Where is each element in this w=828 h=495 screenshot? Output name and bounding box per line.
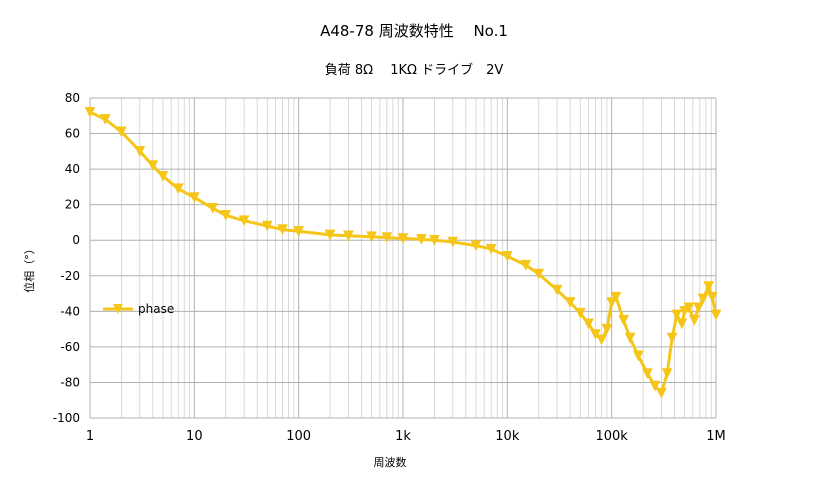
- x-axis-label: 周波数: [374, 456, 407, 469]
- y-tick-label: -20: [60, 269, 80, 283]
- y-tick-label: 60: [65, 127, 80, 141]
- data-point: [147, 160, 159, 172]
- data-point: [134, 146, 146, 157]
- data-point: [485, 243, 497, 255]
- data-point: [324, 229, 336, 241]
- minor-gridlines: [121, 98, 712, 418]
- data-point: [564, 297, 576, 309]
- data-point: [238, 215, 250, 227]
- y-tick-label: 80: [65, 91, 80, 105]
- data-point: [618, 314, 629, 326]
- data-point: [520, 259, 532, 271]
- y-tick-label: -100: [53, 411, 80, 425]
- data-point: [693, 302, 704, 314]
- data-point: [683, 302, 695, 314]
- y-tick-label: -40: [60, 304, 80, 318]
- chart-subtitle: 負荷 8Ω 1KΩ ドライブ 2V: [325, 62, 504, 78]
- data-point: [583, 318, 594, 330]
- legend: phase: [103, 302, 174, 316]
- y-axis-tick-labels: 80 60 40 20 0 -20 -40 -60 -80 -100: [53, 91, 80, 425]
- data-point: [703, 281, 715, 293]
- data-point: [632, 350, 644, 362]
- major-gridlines: [89, 97, 717, 419]
- data-point: [671, 309, 683, 321]
- data-point: [99, 114, 111, 125]
- y-tick-label: -80: [60, 375, 80, 389]
- data-point: [207, 202, 219, 214]
- data-point: [533, 268, 545, 280]
- x-tick-label: 100: [286, 429, 311, 444]
- y-tick-label: -60: [60, 340, 80, 354]
- y-tick-label: 40: [65, 162, 80, 176]
- data-point: [501, 250, 513, 262]
- x-axis-tick-labels: 1 10 100 1k 10k 100k 1M: [86, 429, 726, 444]
- data-point: [429, 234, 440, 246]
- data-point: [261, 220, 273, 232]
- data-point: [676, 318, 688, 330]
- data-point: [366, 231, 377, 243]
- data-point: [84, 106, 96, 118]
- legend-label: phase: [138, 302, 174, 316]
- data-point: [574, 307, 586, 319]
- y-axis-label: 位相（°）: [22, 243, 36, 293]
- data-point: [381, 232, 393, 244]
- data-point: [606, 297, 618, 309]
- data-point: [293, 226, 305, 237]
- data-point: [447, 236, 459, 248]
- x-tick-label: 10k: [495, 429, 520, 444]
- data-point: [656, 387, 667, 399]
- legend-marker: [113, 304, 123, 314]
- data-point: [649, 380, 661, 392]
- data-point: [697, 293, 709, 305]
- data-point: [188, 192, 200, 204]
- data-point: [551, 284, 563, 296]
- data-point: [596, 334, 607, 346]
- data-point: [157, 170, 169, 182]
- data-point: [470, 240, 482, 252]
- data-point: [624, 332, 636, 344]
- x-tick-label: 1M: [706, 429, 726, 444]
- data-point: [666, 332, 678, 344]
- data-point: [277, 224, 288, 236]
- y-tick-label: 20: [65, 198, 80, 212]
- x-tick-label: 1: [86, 429, 94, 444]
- data-point: [661, 368, 673, 380]
- x-tick-label: 1k: [395, 429, 411, 444]
- data-point: [220, 210, 232, 221]
- data-point: [688, 314, 700, 326]
- data-point: [397, 233, 409, 245]
- y-tick-label: 0: [72, 233, 80, 247]
- data-point: [601, 323, 613, 335]
- data-point: [641, 368, 653, 380]
- chart-title: A48-78 周波数特性 No.1: [320, 22, 508, 40]
- data-point: [172, 183, 184, 195]
- data-point: [116, 126, 127, 138]
- data-point: [610, 291, 622, 303]
- data-point: [710, 309, 722, 321]
- data-point: [706, 291, 718, 303]
- x-tick-label: 100k: [595, 429, 628, 444]
- data-point: [415, 234, 427, 245]
- data-point: [590, 329, 601, 341]
- series-layer: [84, 106, 722, 399]
- x-tick-label: 10: [186, 429, 203, 444]
- data-point: [343, 230, 354, 242]
